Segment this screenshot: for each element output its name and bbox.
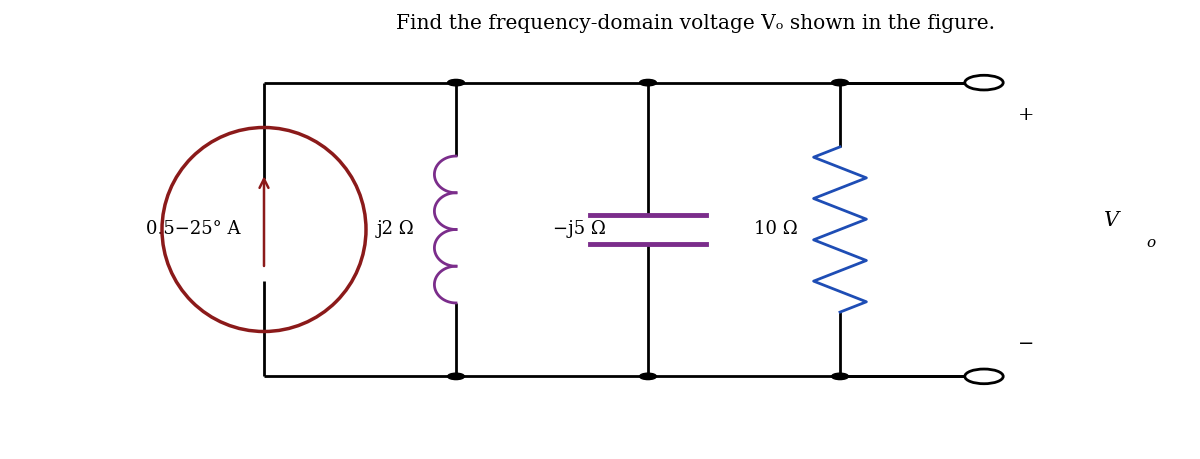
Text: −: − [1018,335,1034,353]
Circle shape [965,369,1003,384]
Text: V: V [1104,211,1120,230]
Text: 0.5−25° A: 0.5−25° A [145,220,240,239]
Text: −j5 Ω: −j5 Ω [553,220,606,239]
Text: +: + [1018,106,1034,124]
Circle shape [640,373,656,380]
Text: 10 Ω: 10 Ω [755,220,798,239]
Circle shape [965,75,1003,90]
Text: Find the frequency-domain voltage Vₒ shown in the figure.: Find the frequency-domain voltage Vₒ sho… [396,14,996,33]
Circle shape [832,79,848,86]
Circle shape [448,79,464,86]
Circle shape [640,79,656,86]
Circle shape [448,373,464,380]
Circle shape [832,373,848,380]
Text: j2 Ω: j2 Ω [377,220,414,239]
Text: o: o [1146,236,1156,250]
